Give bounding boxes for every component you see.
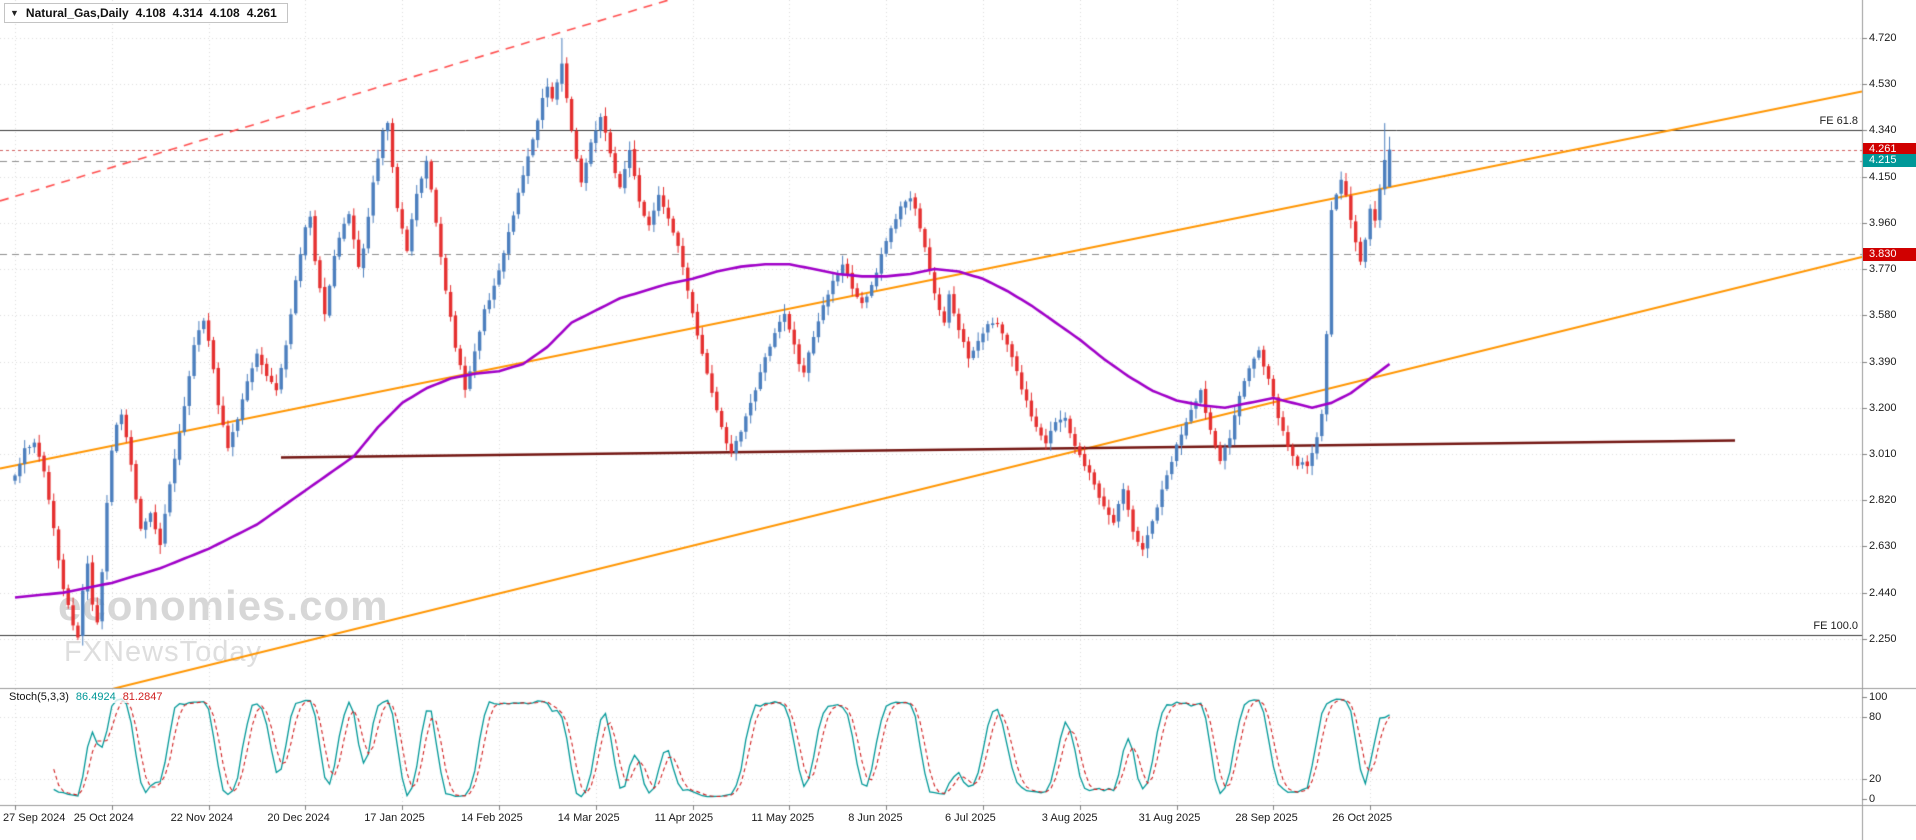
fe-1000-label: FE 100.0 [1813,620,1858,633]
date-axis-label: 14 Feb 2025 [461,812,523,824]
price-axis-label: 4.340 [1869,124,1897,137]
ohlc-close: 4.261 [246,6,277,20]
date-axis-label: 14 Mar 2025 [557,812,620,824]
price-axis-label: 4.150 [1869,170,1897,183]
date-axis-label: 11 Apr 2025 [654,812,714,824]
symbol-dropdown-icon[interactable]: ▼ [10,7,19,18]
date-axis-label: 6 Jul 2025 [945,812,996,824]
price-axis-label: 2.630 [1869,540,1897,553]
stochastic-indicator-label: Stoch(5,3,3) 86.4924 81.2847 [5,691,167,703]
price-axis-label: 3.010 [1869,447,1897,460]
date-axis-label: 25 Oct 2024 [73,812,134,824]
price-axis-label: 3.960 [1869,216,1897,229]
price-axis[interactable]: 4.720 4.530 4.340 4.150 3.960 3.770 3.580 3.390… [1863,0,1916,806]
stoch-axis-label: 80 [1869,711,1882,724]
price-axis-label: 3.200 [1869,401,1897,414]
current-price-badge: 4.261 [1863,143,1916,157]
level-price-badge-teal: 4.215 [1863,154,1916,168]
symbol-timeframe-label: Natural_Gas,Daily [25,6,129,20]
ohlc-low: 4.108 [209,6,240,20]
price-axis-label: 2.440 [1869,586,1897,599]
fe-618-label: FE 61.8 [1819,115,1858,128]
date-axis-label: 27 Sep 2024 [3,812,66,824]
time-axis[interactable]: 27 Sep 2024 25 Oct 2024 22 Nov 2024 20 Dec … [0,806,1916,840]
price-axis-label: 3.390 [1869,355,1897,368]
stoch-axis-label: 0 [1869,793,1876,805]
stoch-axis-label: 20 [1869,772,1882,785]
date-axis-label: 26 Oct 2025 [1332,812,1393,824]
stochastic-axis[interactable]: 100 80 20 0 [1863,689,1916,806]
level-price-badge-red: 3.830 [1863,247,1916,261]
price-axis-label: 3.770 [1869,263,1897,276]
date-axis-label: 8 Jun 2025 [848,812,903,824]
price-axis-label: 4.530 [1869,78,1897,91]
ohlc-open: 4.108 [135,6,166,20]
date-axis-label: 11 May 2025 [751,812,815,824]
date-axis-label: 17 Jan 2025 [364,812,425,824]
price-axis-label: 4.720 [1869,31,1897,44]
symbol-info-box: ▼ Natural_Gas,Daily 4.108 4.314 4.108 4.… [4,3,288,23]
stoch-name: Stoch(5,3,3) [9,691,69,703]
price-axis-label: 2.820 [1869,494,1897,507]
stoch-axis-label: 100 [1869,691,1888,703]
ohlc-high: 4.314 [172,6,203,20]
stoch-signal-value: 81.2847 [122,691,163,703]
date-axis-label: 3 Aug 2025 [1041,812,1098,824]
price-axis-label: 3.580 [1869,309,1897,322]
stoch-main-value: 86.4924 [75,691,116,703]
date-axis-label: 20 Dec 2024 [267,812,330,824]
date-axis-label: 31 Aug 2025 [1138,812,1201,824]
price-axis-label: 2.250 [1869,632,1897,645]
date-axis-label: 28 Sep 2025 [1235,812,1298,824]
date-axis-label: 22 Nov 2024 [170,812,233,824]
